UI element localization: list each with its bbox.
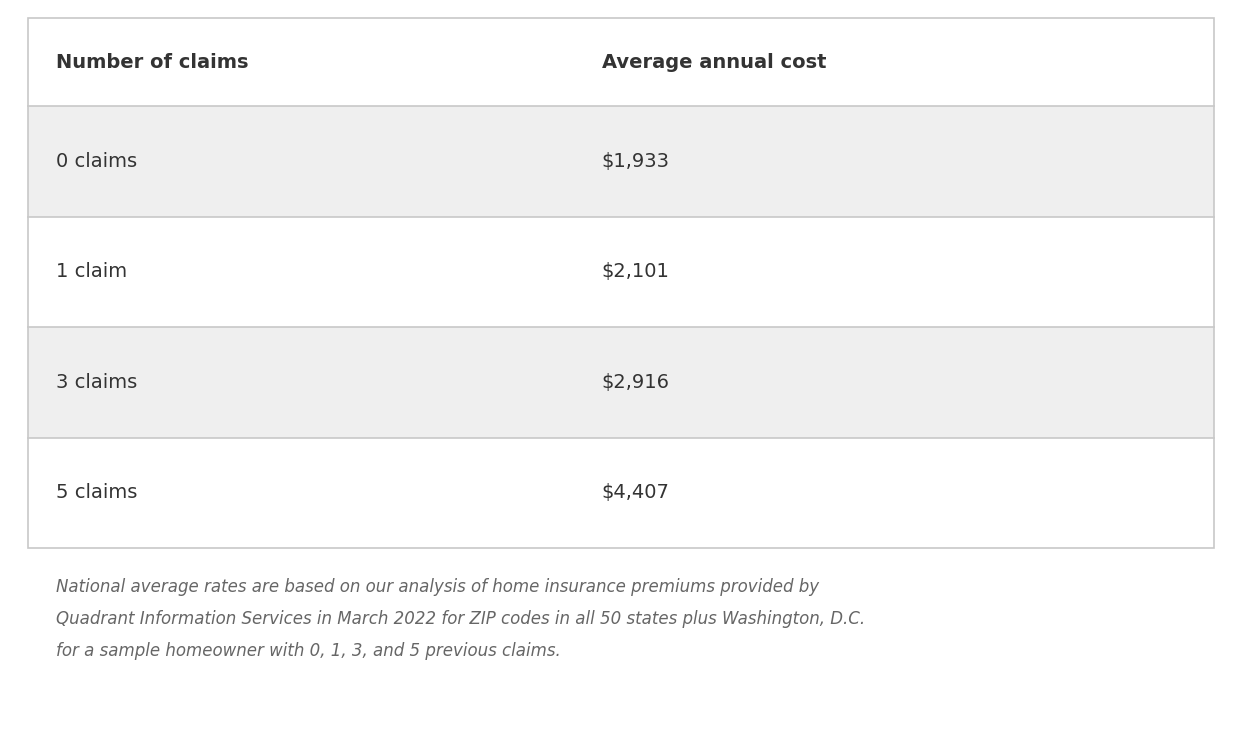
Text: 5 claims: 5 claims (56, 483, 138, 502)
Text: $4,407: $4,407 (601, 483, 669, 502)
Text: for a sample homeowner with 0, 1, 3, and 5 previous claims.: for a sample homeowner with 0, 1, 3, and… (56, 642, 560, 660)
Text: Average annual cost: Average annual cost (601, 53, 826, 72)
Bar (29, 18, 1213, 548)
Bar (29, 437, 1213, 548)
Text: National average rates are based on our analysis of home insurance premiums prov: National average rates are based on our … (56, 578, 820, 596)
Bar (29, 18, 1213, 106)
Text: Number of claims: Number of claims (56, 53, 248, 72)
Text: $2,916: $2,916 (601, 373, 669, 391)
Text: 0 claims: 0 claims (56, 152, 137, 171)
Text: 1 claim: 1 claim (56, 262, 127, 281)
Bar (29, 106, 1213, 217)
Text: Quadrant Information Services in March 2022 for ZIP codes in all 50 states plus : Quadrant Information Services in March 2… (56, 610, 866, 628)
Bar (29, 217, 1213, 327)
Bar (29, 327, 1213, 437)
Text: 3 claims: 3 claims (56, 373, 138, 391)
Text: $1,933: $1,933 (601, 152, 669, 171)
Text: $2,101: $2,101 (601, 262, 669, 281)
